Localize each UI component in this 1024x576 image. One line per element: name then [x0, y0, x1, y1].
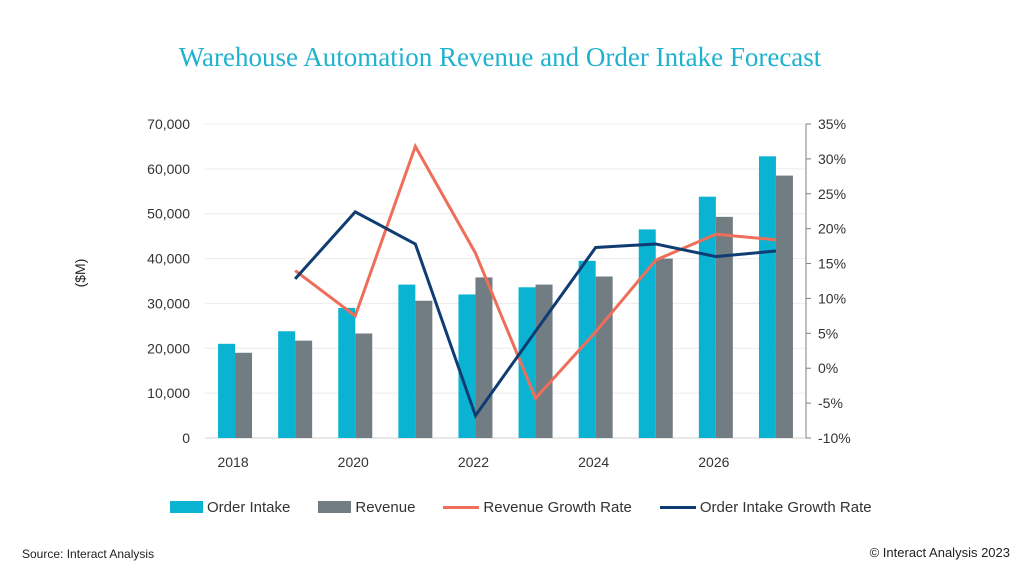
bar-revenue — [715, 216, 733, 438]
legend-swatch-revenue-growth — [443, 505, 480, 509]
bar-order-intake — [578, 260, 596, 438]
x-tick-label: 2024 — [578, 454, 609, 470]
y2-tick-label: 15% — [818, 256, 846, 272]
y2-tick-label: 5% — [818, 325, 838, 341]
y2-tick-label: 10% — [818, 290, 846, 306]
y2-tick-label: -5% — [818, 395, 843, 411]
line-revenue-growth-rate — [294, 142, 777, 401]
bar-revenue — [595, 276, 613, 438]
bar-revenue — [355, 333, 373, 438]
y-tick-label: 30,000 — [147, 295, 190, 311]
legend-swatch-order-growth — [659, 505, 696, 509]
x-tick-label: 2022 — [458, 454, 489, 470]
bar-order-intake — [278, 331, 296, 438]
y2-tick-label: 20% — [818, 221, 846, 237]
bar-order-intake — [638, 229, 656, 438]
bar-revenue — [655, 258, 673, 438]
legend-label-order-intake: Order Intake — [207, 498, 291, 516]
bar-revenue — [235, 352, 253, 438]
x-tick-label: 2018 — [217, 454, 248, 470]
legend-item-order-growth: Order Intake Growth Rate — [659, 498, 872, 516]
legend-label-order-growth: Order Intake Growth Rate — [699, 498, 872, 516]
bar-order-intake — [518, 287, 536, 438]
source-note: Source: Interact Analysis — [22, 547, 155, 561]
x-tick-label: 2026 — [698, 454, 729, 470]
line-order-intake-growth-rate — [294, 210, 777, 419]
y-tick-label: 40,000 — [147, 251, 190, 267]
y2-tick-label: -10% — [818, 430, 851, 446]
bar-revenue — [535, 284, 553, 438]
bar-revenue — [775, 175, 793, 439]
x-tick-label: 2020 — [338, 454, 369, 470]
legend-swatch-revenue — [318, 501, 352, 513]
legend-label-revenue: Revenue — [355, 498, 416, 516]
bar-order-intake — [458, 294, 476, 438]
bar-order-intake — [758, 156, 776, 438]
y2-tick-label: 0% — [818, 360, 838, 376]
bar-order-intake — [218, 343, 236, 438]
legend-item-revenue: Revenue — [318, 499, 415, 516]
chart-title: Warehouse Automation Revenue and Order I… — [178, 42, 822, 72]
y-tick-label: 20,000 — [147, 340, 190, 356]
bar-order-intake — [698, 196, 716, 438]
y-tick-label: 0 — [182, 430, 190, 446]
y2-tick-label: 25% — [818, 186, 846, 202]
legend-label-revenue-growth: Revenue Growth Rate — [483, 498, 632, 516]
bar-revenue — [295, 340, 313, 438]
legend-item-revenue-growth: Revenue Growth Rate — [443, 498, 632, 516]
y-tick-label: 70,000 — [147, 116, 190, 132]
y-tick-label: 50,000 — [147, 206, 190, 222]
bar-order-intake — [398, 284, 416, 438]
legend: Order Intake Revenue Revenue Growth Rate… — [170, 498, 900, 516]
y-tick-label: 60,000 — [147, 161, 190, 177]
y-tick-label: 10,000 — [147, 385, 190, 401]
y2-tick-label: 30% — [818, 151, 846, 167]
bar-revenue — [415, 300, 433, 438]
legend-item-order-intake: Order Intake — [170, 499, 290, 516]
legend-swatch-order-intake — [170, 501, 203, 513]
bar-order-intake — [338, 307, 356, 438]
copyright-note: © Interact Analysis 2023 — [869, 545, 1010, 560]
y2-tick-label: 35% — [818, 116, 846, 132]
